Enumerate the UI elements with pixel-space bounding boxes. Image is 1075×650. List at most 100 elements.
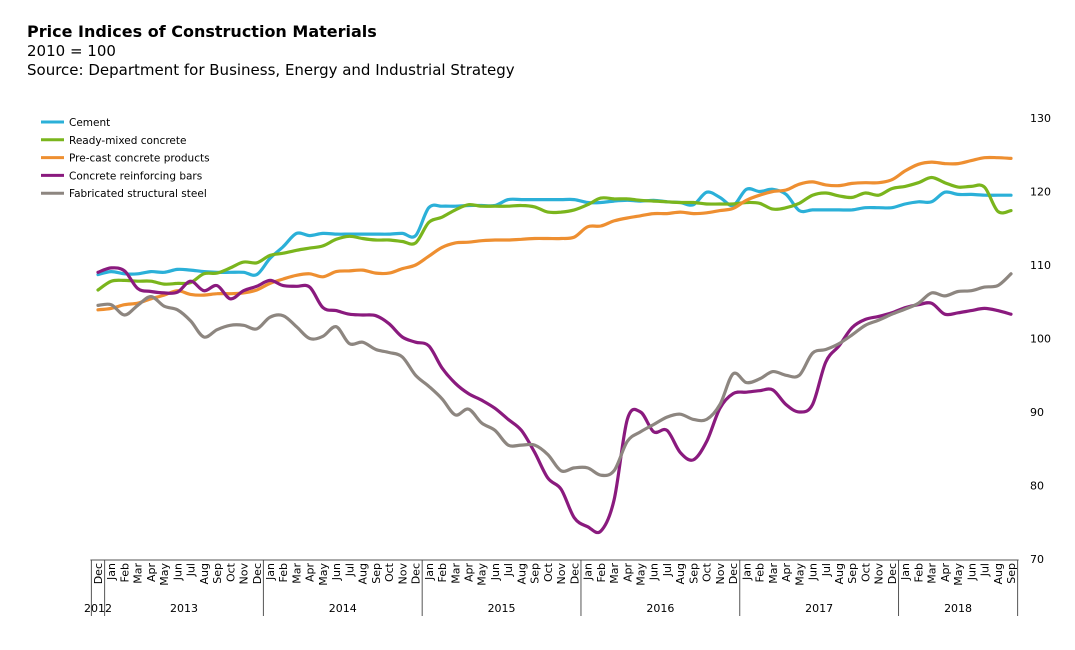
series-lines <box>96 155 1013 535</box>
legend-label-cement: Cement <box>69 117 110 129</box>
x-tick-label: Aug <box>198 563 211 584</box>
x-year-label: 2016 <box>646 602 674 615</box>
x-tick-label: Mar <box>291 563 304 584</box>
x-tick-label: Apr <box>621 563 634 583</box>
x-tick-label: Apr <box>939 563 952 583</box>
x-tick-label: Feb <box>119 563 132 582</box>
x-tick-label: Jul <box>820 563 833 577</box>
x-tick-label: Oct <box>224 562 237 582</box>
x-tick-label: Jun <box>648 563 661 581</box>
x-year-label: 2015 <box>488 602 516 615</box>
chart-legend: Cement Ready-mixed concrete Pre-cast concr… <box>41 117 210 200</box>
y-tick-label: 130 <box>1030 112 1051 125</box>
x-tick-label: Jul <box>661 563 674 577</box>
x-tick-label: Jun <box>965 563 978 581</box>
x-tick-label: May <box>952 563 965 586</box>
x-tick-label: Feb <box>912 563 925 582</box>
x-tick-label: Oct <box>383 562 396 582</box>
x-tick-label: Aug <box>833 563 846 584</box>
x-tick-label: Dec <box>251 563 264 584</box>
x-tick-label: Sep <box>211 563 224 584</box>
x-tick-label: Aug <box>515 563 528 584</box>
x-tick-label: Jun <box>489 563 502 581</box>
series-line-pre-cast-concrete-products <box>96 155 1013 312</box>
x-tick-label: Oct <box>542 562 555 582</box>
x-tick-label: Sep <box>529 563 542 584</box>
x-year-label: 2013 <box>170 602 198 615</box>
chart-subtitle: 2010 = 100 <box>27 42 116 60</box>
series-line-cement <box>96 187 1013 277</box>
x-tick-label: Dec <box>727 563 740 584</box>
series-line-fabricated-structural-steel <box>96 272 1013 478</box>
x-tick-label: Aug <box>357 563 370 584</box>
x-tick-label: May <box>158 563 171 586</box>
y-tick-label: 80 <box>1030 480 1044 493</box>
x-tick-label: Apr <box>463 563 476 583</box>
x-year-label: 2014 <box>329 602 357 615</box>
legend-label-fabricated-structural-steel: Fabricated structural steel <box>69 188 207 200</box>
x-tick-label: Sep <box>687 563 700 584</box>
x-year-label: 2017 <box>805 602 833 615</box>
y-tick-label: 100 <box>1030 333 1051 346</box>
x-tick-label: Jul <box>979 563 992 577</box>
x-tick-label: Nov <box>555 563 568 585</box>
y-tick-label: 90 <box>1030 406 1044 419</box>
x-tick-label: Mar <box>132 563 145 584</box>
x-tick-label: Aug <box>992 563 1005 584</box>
x-tick-label: Mar <box>608 563 621 584</box>
x-tick-label: Jan <box>740 563 753 581</box>
x-tick-label: Apr <box>780 563 793 583</box>
x-tick-label: Mar <box>449 563 462 584</box>
x-tick-label: Dec <box>886 563 899 584</box>
legend-label-concrete-reinforcing-bars: Concrete reinforcing bars <box>69 170 202 182</box>
x-tick-label: Dec <box>92 563 105 584</box>
y-tick-label: 120 <box>1030 186 1051 199</box>
x-tick-label: Jul <box>502 563 515 577</box>
y-tick-label: 110 <box>1030 259 1051 272</box>
x-tick-label: Nov <box>238 563 251 585</box>
x-tick-label: May <box>476 563 489 586</box>
x-tick-label: Oct <box>859 562 872 582</box>
x-tick-label: Jan <box>423 563 436 581</box>
chart-source: Source: Department for Business, Energy … <box>27 61 515 79</box>
x-tick-label: Jan <box>105 563 118 581</box>
x-tick-label: Aug <box>674 563 687 584</box>
x-tick-label: Apr <box>145 563 158 583</box>
x-tick-label: May <box>793 563 806 586</box>
y-axis: 70 80 90 100 110 120 130 <box>1030 112 1051 566</box>
x-tick-label: Nov <box>873 563 886 585</box>
x-tick-label: Jul <box>185 563 198 577</box>
x-tick-label: Feb <box>595 563 608 582</box>
x-tick-label: Jan <box>899 563 912 581</box>
x-tick-label: May <box>635 563 648 586</box>
x-tick-label: May <box>317 563 330 586</box>
chart-title: Price Indices of Construction Materials <box>27 22 377 41</box>
x-tick-label: Apr <box>304 563 317 583</box>
x-year-label: 2018 <box>944 602 972 615</box>
legend-label-ready-mixed-concrete: Ready-mixed concrete <box>69 135 186 147</box>
x-tick-label: Mar <box>767 563 780 584</box>
y-tick-label: 70 <box>1030 553 1044 566</box>
x-tick-label: Sep <box>846 563 859 584</box>
x-tick-label: Jun <box>807 563 820 581</box>
x-tick-label: Dec <box>410 563 423 584</box>
x-tick-label: Jan <box>582 563 595 581</box>
x-tick-label: Feb <box>277 563 290 582</box>
series-line-ready-mixed-concrete <box>96 175 1013 292</box>
series-line-concrete-reinforcing-bars <box>96 266 1013 535</box>
x-tick-label: Feb <box>436 563 449 582</box>
x-tick-label: Jul <box>343 563 356 577</box>
x-tick-label: Sep <box>370 563 383 584</box>
x-axis: Dec Jan Feb Mar Apr May Jun Jul Aug Sep Oct Nov Dec J… <box>84 559 1019 616</box>
x-tick-label: Nov <box>714 563 727 585</box>
x-tick-label: Nov <box>396 563 409 585</box>
x-tick-label: Oct <box>701 562 714 582</box>
x-tick-label: Jun <box>171 563 184 581</box>
x-tick-label: Dec <box>568 563 581 584</box>
x-tick-label: Jan <box>264 563 277 581</box>
x-tick-label: Feb <box>754 563 767 582</box>
x-tick-label: Jun <box>330 563 343 581</box>
x-year-label: 2012 <box>84 602 112 615</box>
x-tick-label: Mar <box>926 563 939 584</box>
